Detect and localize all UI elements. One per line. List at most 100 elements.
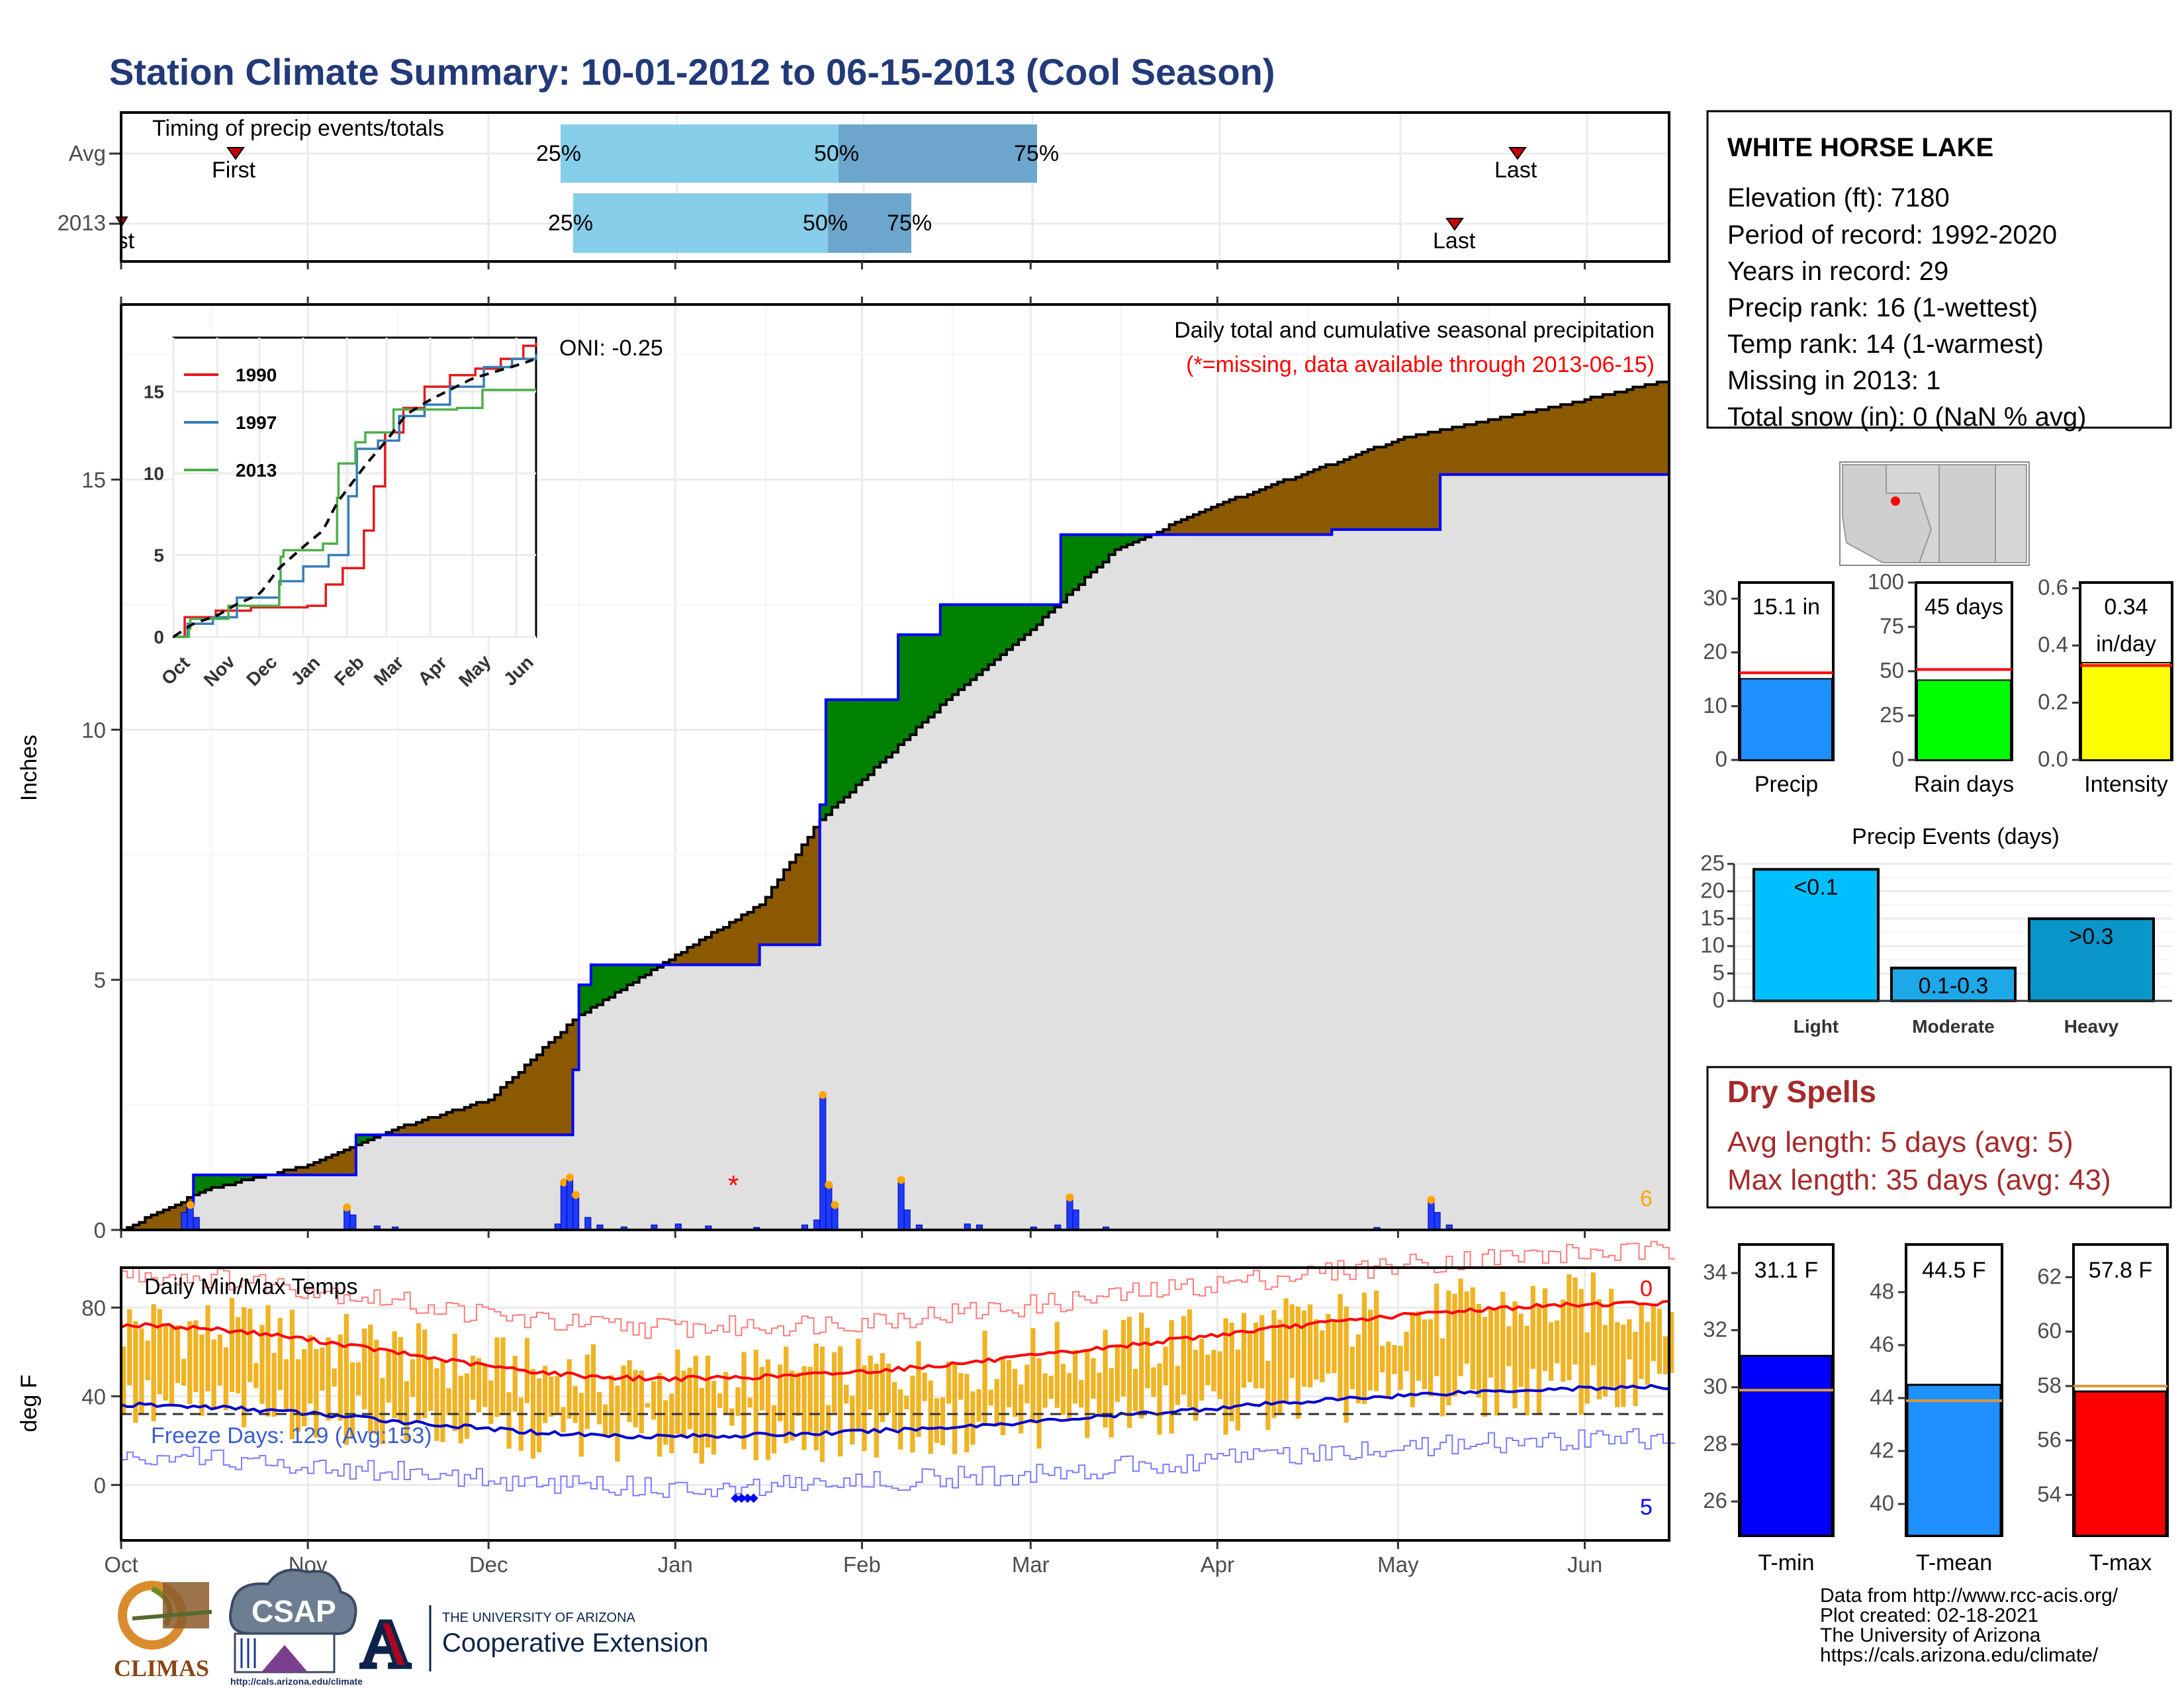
- corner-count: 6: [1640, 1186, 1653, 1211]
- avg-last-marker: [1508, 147, 1527, 160]
- daily-temp-range-bar: [759, 1366, 765, 1411]
- temp-bar-tick-label: 60: [2037, 1319, 2062, 1343]
- missing-note: (*=missing, data available through 2013-…: [1186, 352, 1655, 377]
- daily-temp-range-bar: [1596, 1299, 1602, 1400]
- daily-temp-range-bar: [446, 1388, 451, 1415]
- daily-temp-range-bar: [1012, 1368, 1018, 1417]
- mini-bar-tick-label: 100: [1868, 569, 1904, 594]
- temp-label: Daily Min/Max Temps: [144, 1274, 357, 1299]
- daily-temp-range-bar: [1060, 1364, 1066, 1415]
- cumulative-base-area: [121, 474, 1669, 1231]
- daily-temp-range-bar: [1476, 1303, 1482, 1398]
- daily-temp-range-bar: [1428, 1319, 1433, 1397]
- daily-temp-range-bar: [596, 1391, 602, 1425]
- month-tick-label: Feb: [843, 1552, 881, 1577]
- daily-temp-range-bar: [1536, 1303, 1542, 1415]
- daily-temp-range-bar: [1386, 1341, 1391, 1399]
- avg-q75-label: 75%: [1014, 141, 1059, 166]
- temp-bar-value-label: 57.8 F: [2089, 1258, 2152, 1283]
- station-line-period: Period of record: 1992-2020: [1727, 220, 2057, 250]
- daily-temp-range-bar: [1103, 1329, 1108, 1428]
- daily-temp-range-bar: [693, 1355, 698, 1454]
- daily-temp-range-bar: [1126, 1317, 1132, 1429]
- month-tick-label: Jan: [658, 1552, 693, 1577]
- daily-temp-range-bar: [1019, 1384, 1024, 1434]
- csap-url: http://cals.arizona.edu/climate: [230, 1676, 363, 1687]
- dry-spells-avg: Avg length: 5 days (avg: 5): [1727, 1126, 2073, 1158]
- temp-bar-tick-label: 56: [2037, 1427, 2062, 1452]
- csap-logo: CSAP http://cals.arizona.edu/climate: [229, 1568, 363, 1687]
- avg-q25-q50-bar: [561, 124, 839, 183]
- daily-temp-range-bar: [1175, 1366, 1180, 1405]
- temp-bar-tick-label: 28: [1703, 1431, 1727, 1456]
- temp-bar-name: T-max: [2089, 1550, 2152, 1575]
- daily-temp-range-bar: [289, 1309, 295, 1439]
- temp-bar-value: [1739, 1354, 1833, 1537]
- daily-temp-range-bar: [1085, 1348, 1090, 1438]
- daily-temp-range-bar: [1066, 1373, 1072, 1419]
- footer-url: https://cals.arizona.edu/climate/: [1820, 1644, 2099, 1666]
- daily-temp-range-bar: [1193, 1350, 1199, 1421]
- mini-bar-tick-label: 20: [1703, 639, 1727, 664]
- station-name: WHITE HORSE LAKE: [1727, 133, 1993, 162]
- events-category-label: Moderate: [1912, 1016, 1994, 1037]
- daily-temp-range-bar: [705, 1355, 711, 1448]
- daily-temp-range-bar: [1470, 1287, 1475, 1390]
- daily-temp-range-bar: [1500, 1291, 1506, 1391]
- daily-temp-range-bar: [988, 1389, 993, 1406]
- daily-temp-range-bar: [536, 1378, 542, 1452]
- daily-temp-range-bar: [1181, 1316, 1187, 1395]
- daily-temp-range-bar: [308, 1335, 313, 1404]
- mini-bar-value-label: 45 days: [1925, 594, 2003, 620]
- temp-bar-value: [2073, 1390, 2167, 1537]
- daily-temp-range-bar: [1555, 1320, 1560, 1364]
- daily-temp-range-bar: [404, 1381, 410, 1441]
- daily-temp-range-bar: [302, 1348, 307, 1427]
- daily-temp-range-bar: [1446, 1290, 1451, 1405]
- events-y-tick-label: 0: [1713, 988, 1725, 1012]
- daily-temp-range-bar: [1259, 1315, 1265, 1389]
- daily-precip-bar: [1428, 1199, 1435, 1231]
- daily-temp-range-bar: [681, 1370, 686, 1438]
- daily-temp-range-bar: [1042, 1373, 1048, 1408]
- daily-temp-range-bar: [1355, 1334, 1361, 1403]
- avg-q50-q75-bar: [839, 124, 1037, 183]
- heavy-event-marker: [1427, 1196, 1435, 1204]
- daily-temp-range-bar: [850, 1395, 855, 1445]
- daily-precip-bar: [572, 1194, 580, 1231]
- daily-temp-range-bar: [807, 1366, 813, 1432]
- ua-logo: A THE UNIVERSITY OF ARIZONA Cooperative …: [359, 1604, 708, 1684]
- daily-temp-range-bar: [512, 1356, 518, 1412]
- daily-precip-bar: [560, 1182, 567, 1231]
- daily-temp-range-bar: [735, 1387, 741, 1417]
- events-category-label: Light: [1794, 1016, 1839, 1037]
- daily-temp-range-bar: [982, 1331, 987, 1427]
- precip-ylabel: Inches: [17, 735, 42, 801]
- daily-temp-range-bar: [265, 1305, 271, 1417]
- daily-temp-range-bar: [639, 1370, 644, 1434]
- daily-precip-bar: [349, 1214, 357, 1231]
- temp-y-tick-label: 40: [81, 1384, 106, 1409]
- heavy-event-marker: [559, 1178, 568, 1187]
- daily-temp-range-bar: [223, 1347, 229, 1410]
- precip-y-tick-label: 10: [81, 718, 106, 742]
- daily-temp-range-bar: [784, 1346, 789, 1444]
- daily-temp-range-bar: [1621, 1324, 1626, 1407]
- mini-bar-value: [1740, 678, 1833, 761]
- mini-bar-tick-label: 50: [1880, 658, 1904, 682]
- daily-temp-range-bar: [440, 1360, 445, 1442]
- daily-temp-range-bar: [1072, 1350, 1078, 1404]
- dry-spells-box: Dry Spells Avg length: 5 days (avg: 5) M…: [1706, 1066, 2172, 1209]
- daily-temp-range-bar: [1548, 1322, 1554, 1382]
- daily-temp-range-bar: [518, 1397, 523, 1451]
- month-tick-label: Dec: [469, 1552, 508, 1577]
- heavy-event-marker: [1066, 1193, 1074, 1201]
- daily-temp-range-bar: [349, 1362, 355, 1438]
- station-line-years: Years in record: 29: [1727, 257, 1948, 286]
- daily-temp-range-bar: [1349, 1346, 1355, 1389]
- events-y-tick-label: 5: [1713, 961, 1725, 985]
- inset-average-line: [172, 358, 534, 638]
- daily-temp-range-bar: [332, 1368, 337, 1387]
- daily-temp-range-bar: [578, 1393, 584, 1457]
